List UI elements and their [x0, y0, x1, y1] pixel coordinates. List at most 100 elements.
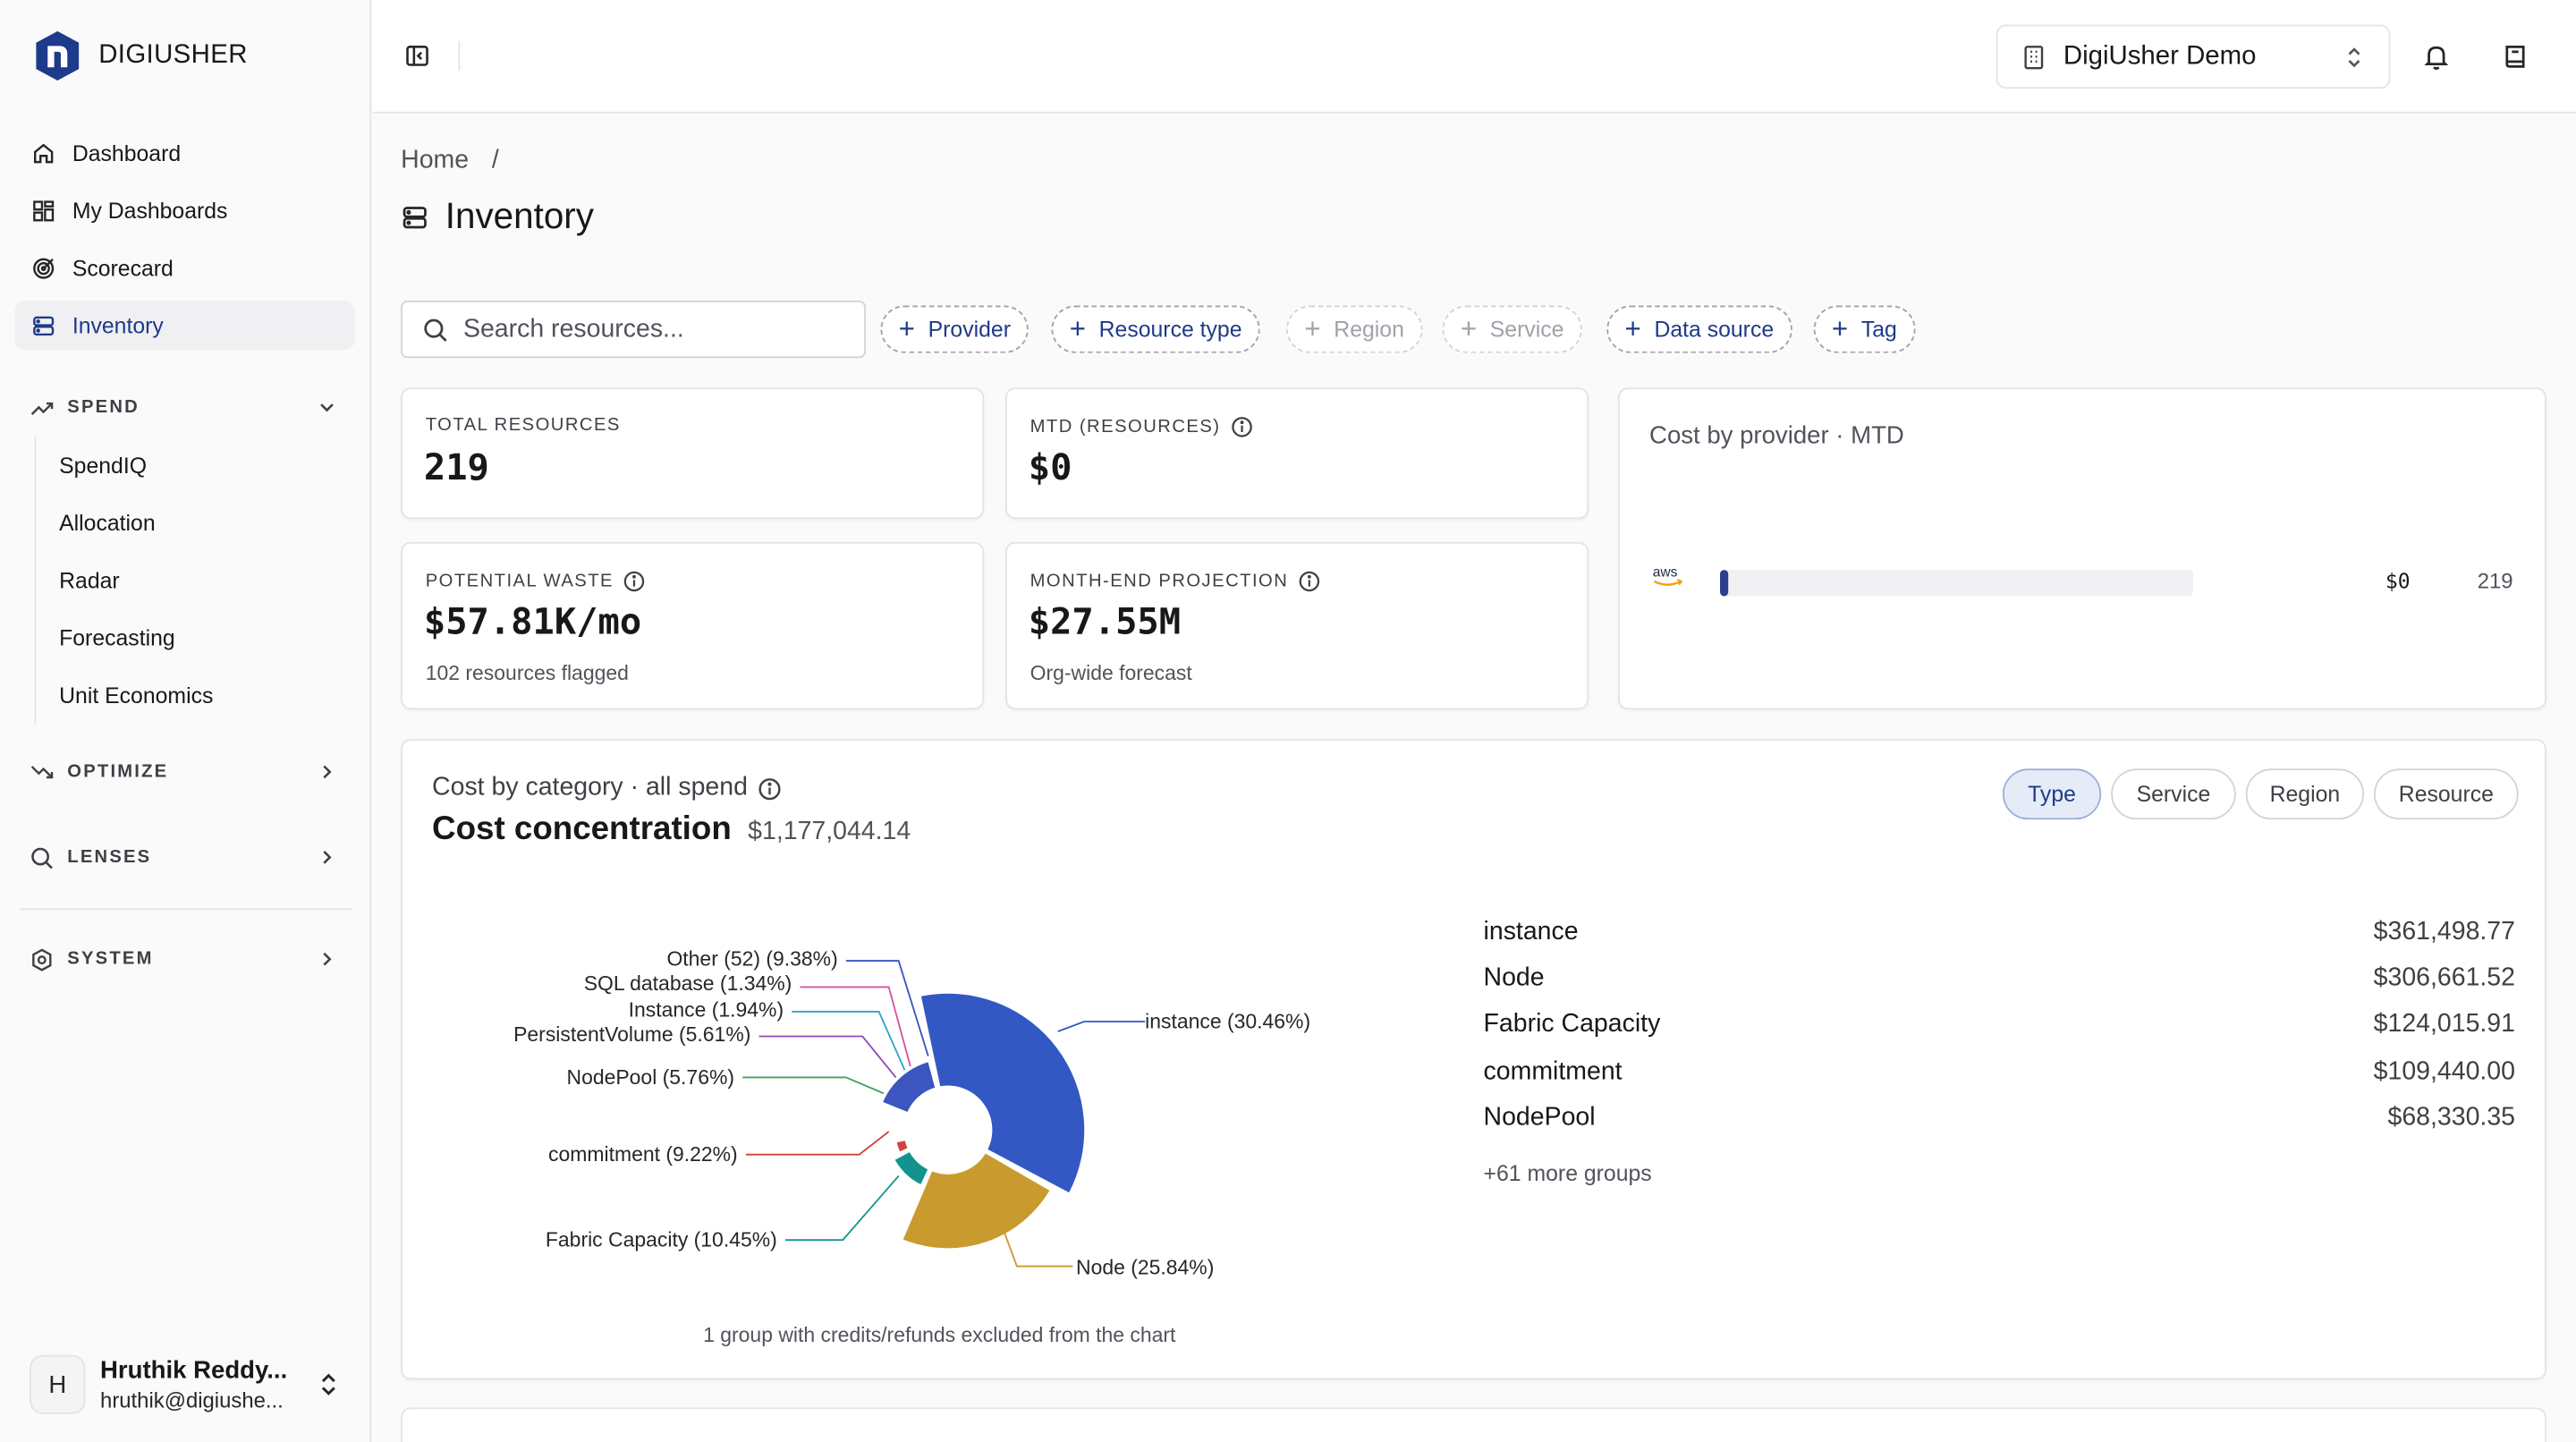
chevrons-up-down-icon	[2348, 47, 2360, 68]
legend-value: $68,330.35	[2387, 1103, 2515, 1132]
book-icon[interactable]	[2502, 43, 2528, 71]
more-groups-link[interactable]: +61 more groups	[1483, 1161, 1652, 1186]
filter-chip-service[interactable]: + Service	[1442, 305, 1582, 353]
legend-row[interactable]: Fabric Capacity $124,015.91	[1484, 1010, 2515, 1049]
pie-slice[interactable]	[879, 1058, 939, 1116]
filter-chip-provider[interactable]: + Provider	[880, 305, 1030, 353]
legend-name: Node	[1483, 963, 1545, 992]
legend-value: $361,498.77	[2373, 918, 2515, 946]
sidebar-item-allocation[interactable]: Allocation	[59, 510, 156, 536]
sidebar-item-forecasting[interactable]: Forecasting	[59, 625, 175, 651]
section-label: LENSES	[67, 847, 152, 868]
user-menu[interactable]: H Hruthik Reddy... hruthik@digiushe...	[30, 1354, 358, 1414]
chevron-down-icon	[320, 403, 334, 412]
provider-count: 219	[2477, 568, 2513, 593]
settings-hexagon-icon	[32, 947, 52, 971]
chip-label: Provider	[928, 317, 1011, 342]
filter-chip-data-source[interactable]: + Data source	[1606, 305, 1792, 353]
search-box[interactable]	[401, 300, 866, 359]
sidebar-item-dashboard[interactable]: Dashboard	[15, 128, 355, 177]
breadcrumb: Home /	[401, 146, 499, 175]
legend-name: commitment	[1483, 1057, 1623, 1086]
legend-value: $306,661.52	[2373, 963, 2515, 992]
pie-slice[interactable]	[903, 1131, 908, 1140]
info-icon[interactable]	[758, 776, 783, 802]
section-system[interactable]: SYSTEM	[30, 941, 342, 977]
org-name: DigiUsher Demo	[2063, 41, 2257, 71]
legend-row[interactable]: NodePool $68,330.35	[1484, 1104, 2515, 1143]
tab-type[interactable]: Type	[2002, 768, 2102, 820]
section-lenses[interactable]: LENSES	[30, 839, 342, 875]
tab-resource[interactable]: Resource	[2374, 768, 2519, 820]
kpi-value: $0	[1028, 448, 1072, 490]
cost-by-category-card: Cost by category · all spend Cost concen…	[401, 739, 2546, 1380]
kpi-subtext: 102 resources flagged	[425, 661, 629, 685]
pie-slice[interactable]	[893, 1137, 911, 1156]
sidebar-item-my-dashboards[interactable]: My Dashboards	[15, 185, 355, 234]
info-icon[interactable]	[623, 570, 647, 593]
slice-label: SQL database (1.34%)	[584, 971, 792, 995]
brand[interactable]: DIGIUSHER	[33, 30, 248, 82]
kpi-potential-waste: POTENTIAL WASTE $57.81K/mo 102 resources…	[401, 541, 985, 710]
chip-label: Service	[1489, 317, 1564, 342]
chevron-right-icon	[323, 851, 332, 864]
sidebar-item-scorecard[interactable]: Scorecard	[15, 243, 355, 293]
home-icon	[33, 142, 54, 163]
pie-slice[interactable]	[904, 1114, 913, 1124]
plus-icon: +	[1624, 313, 1641, 345]
section-spend[interactable]: SPEND	[30, 389, 342, 425]
card-title-text: Cost concentration	[432, 810, 732, 848]
info-icon[interactable]	[1230, 416, 1253, 439]
filter-chip-region[interactable]: + Region	[1286, 305, 1423, 353]
bell-icon[interactable]	[2423, 43, 2449, 71]
sidebar-item-inventory[interactable]: Inventory	[14, 300, 355, 351]
sidebar-toggle-icon[interactable]	[404, 43, 430, 69]
sidebar-item-unit-economics[interactable]: Unit Economics	[59, 683, 214, 708]
page-title-text: Inventory	[445, 195, 594, 237]
plus-icon: +	[1304, 313, 1321, 345]
pie-slice[interactable]	[917, 990, 1088, 1197]
pie-slice[interactable]	[891, 1148, 932, 1189]
section-label: SPEND	[67, 397, 140, 418]
card-subtitle-text: Cost by category · all spend	[432, 773, 748, 802]
slice-leader-line	[792, 1011, 911, 1083]
plus-icon: +	[1831, 313, 1849, 345]
tab-region[interactable]: Region	[2245, 768, 2365, 820]
next-card	[401, 1407, 2546, 1442]
provider-row[interactable]: aws $0 219	[1649, 564, 2520, 597]
legend-row[interactable]: commitment $109,440.00	[1484, 1057, 2515, 1097]
chevron-right-icon	[323, 952, 332, 966]
slice-label: Fabric Capacity (10.45%)	[546, 1228, 777, 1251]
breadcrumb-home[interactable]: Home	[401, 146, 470, 174]
filter-chip-tag[interactable]: + Tag	[1813, 305, 1916, 353]
kpi-label: MTD (RESOURCES)	[1030, 416, 1254, 439]
sidebar-item-radar[interactable]: Radar	[59, 568, 120, 593]
building-icon	[2024, 45, 2044, 69]
info-icon[interactable]	[1298, 570, 1321, 593]
avatar: H	[30, 1354, 86, 1414]
pie-slice[interactable]	[899, 1149, 1054, 1252]
tab-service[interactable]: Service	[2111, 768, 2236, 820]
section-optimize[interactable]: OPTIMIZE	[30, 754, 342, 790]
sidebar-divider	[20, 908, 352, 911]
search-input[interactable]	[462, 314, 842, 344]
legend-row[interactable]: instance $361,498.77	[1484, 918, 2515, 957]
plus-icon: +	[1460, 313, 1478, 345]
pie-slice[interactable]	[903, 1125, 909, 1133]
kpi-label-text: POTENTIAL WASTE	[425, 571, 614, 591]
target-icon	[33, 257, 55, 278]
kpi-mtd-resources: MTD (RESOURCES) $0	[1005, 387, 1589, 520]
grid-icon	[33, 199, 55, 221]
filter-chip-resource-type[interactable]: + Resource type	[1051, 305, 1260, 353]
slice-leader-line	[745, 1131, 890, 1156]
kpi-label: TOTAL RESOURCES	[425, 415, 621, 436]
slice-label: Other (52) (9.38%)	[666, 947, 837, 971]
server-icon	[402, 206, 427, 228]
trending-up-icon	[30, 401, 54, 415]
slice-label: NodePool (5.76%)	[567, 1065, 734, 1089]
kpi-month-end-projection: MONTH-END PROJECTION $27.55M Org-wide fo…	[1005, 541, 1589, 710]
org-selector[interactable]: DigiUsher Demo	[1996, 24, 2391, 89]
kpi-subtext: Org-wide forecast	[1030, 661, 1192, 685]
sidebar-item-spendiq[interactable]: SpendIQ	[59, 453, 148, 479]
legend-row[interactable]: Node $306,661.52	[1484, 964, 2515, 1004]
